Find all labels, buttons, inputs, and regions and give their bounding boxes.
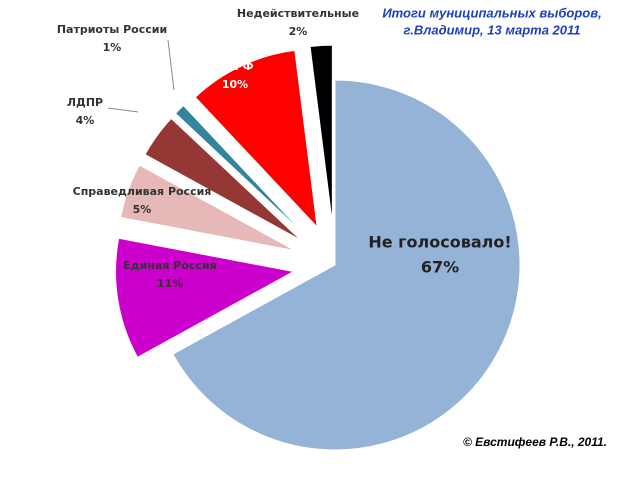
chart-title: Итоги муниципальных выборов, (382, 5, 601, 20)
annotation: © Евстифеев Р.В., 2011. (463, 435, 607, 449)
value-label: 4% (76, 114, 95, 127)
pie-slice (309, 44, 333, 224)
slice-label: Патриоты России (57, 23, 167, 36)
slice-label: ЛДПР (67, 96, 103, 109)
leader-line (167, 39, 175, 91)
value-label: 67% (421, 258, 459, 277)
value-label: 1% (103, 41, 122, 54)
pie-slice (174, 104, 306, 236)
slice-label: Недействительные (237, 7, 359, 20)
pie-slice (120, 164, 296, 252)
slice-label: Не голосовало! (368, 233, 511, 252)
value-label: 2% (289, 25, 308, 38)
pie-slice (194, 49, 318, 229)
pie-slice (172, 79, 521, 451)
value-label: 10% (222, 78, 248, 91)
slice-label: КПРФ (216, 60, 253, 73)
leader-line (107, 107, 139, 113)
value-label: 11% (157, 277, 183, 290)
value-label: 5% (133, 203, 152, 216)
slice-label: Единая Россия (123, 259, 216, 272)
pie-slice (144, 117, 302, 241)
slice-label: Справедливая Россия (73, 185, 212, 198)
pie-slice (115, 237, 295, 359)
chart-title: г.Владимир, 13 марта 2011 (404, 22, 581, 37)
